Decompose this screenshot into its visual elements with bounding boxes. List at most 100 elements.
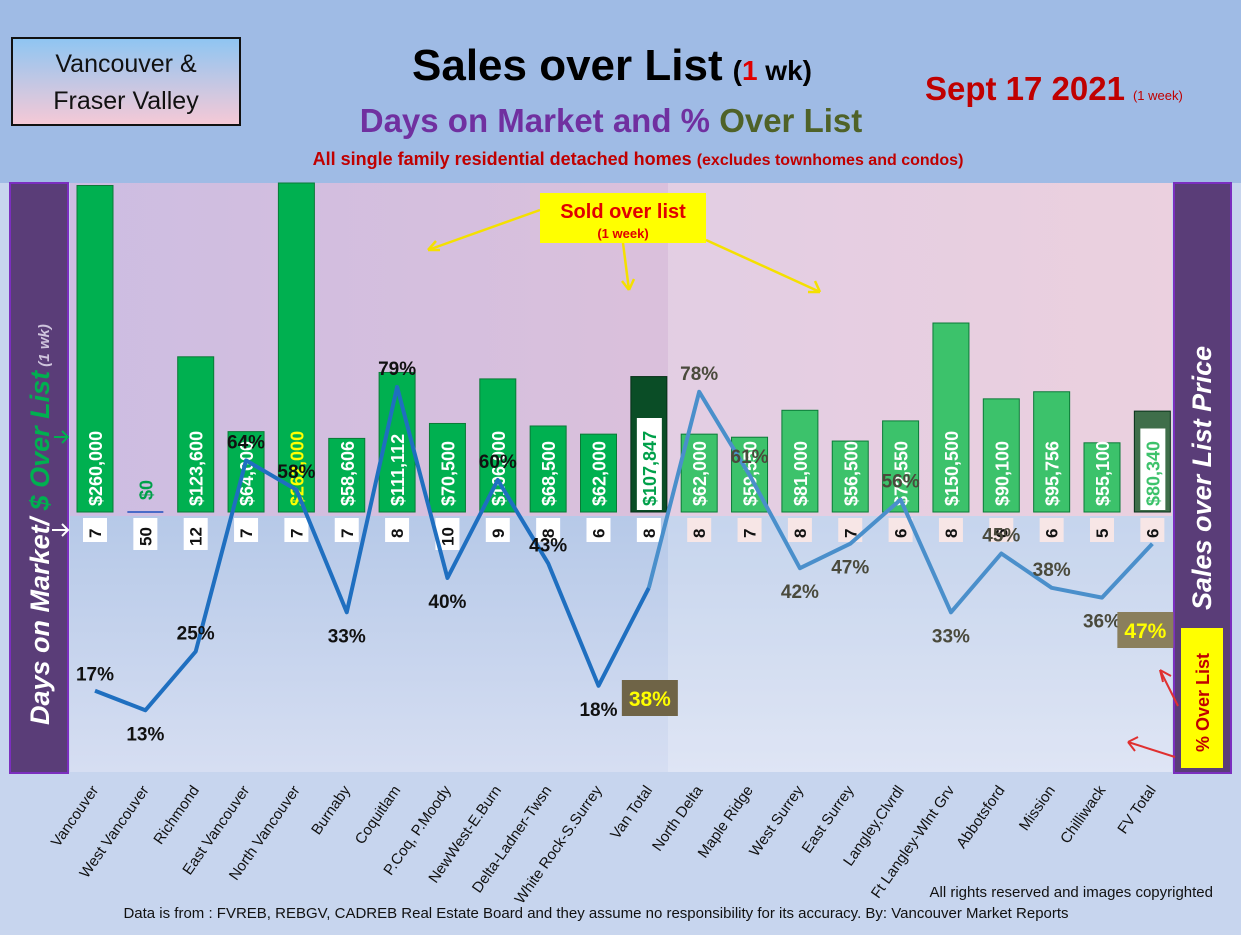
pct-label: 25% bbox=[177, 624, 215, 645]
dom-value: 8 bbox=[388, 529, 407, 538]
pct-label: 36% bbox=[1083, 612, 1121, 633]
bars-group: $260,000 $0 $123,600 $64,000 $262,000 $58,606… bbox=[76, 182, 1171, 513]
bar-value-label: $80,340 bbox=[1143, 441, 1163, 506]
dom-value: 7 bbox=[741, 529, 760, 538]
pct-label: 58% bbox=[277, 462, 315, 483]
dom-value: 8 bbox=[539, 529, 558, 538]
dom-value: 5 bbox=[1093, 529, 1112, 538]
bar-value-label: $68,500 bbox=[539, 441, 559, 506]
dollar-pointer-icon bbox=[54, 430, 70, 444]
bar bbox=[680, 433, 718, 513]
pct-total-label: 38% bbox=[629, 688, 671, 711]
pct-arrowhead-2 bbox=[1127, 736, 1139, 752]
pct-label: 79% bbox=[378, 359, 416, 380]
dom-value: 7 bbox=[287, 529, 306, 538]
dom-box bbox=[83, 518, 107, 542]
bar bbox=[781, 409, 819, 513]
dom-value: 7 bbox=[338, 529, 357, 538]
dom-box bbox=[636, 518, 661, 542]
bar-value-label: $62,000 bbox=[590, 441, 610, 506]
pct-line-fraser-valley bbox=[646, 389, 1154, 615]
bar bbox=[580, 433, 617, 513]
main-title: Sales over List (1 wk) bbox=[412, 41, 812, 90]
bar bbox=[277, 182, 315, 513]
dom-value: 6 bbox=[590, 529, 609, 538]
bar-value-label: $150,500 bbox=[942, 431, 962, 506]
bar-label-highlight bbox=[636, 418, 662, 510]
left-axis-title: Days on Market/ $ Over List (1 wk) bbox=[25, 324, 55, 725]
pct-label: 56% bbox=[882, 472, 920, 493]
dom-box bbox=[787, 518, 812, 542]
bar-value-label: $123,600 bbox=[187, 431, 207, 506]
dom-box bbox=[938, 518, 963, 542]
dom-value: 9 bbox=[489, 529, 508, 538]
bar-value-label: $70,500 bbox=[438, 441, 458, 506]
bar bbox=[1033, 391, 1071, 513]
pct-arrow-2 bbox=[1127, 741, 1176, 758]
pct-label: 61% bbox=[731, 447, 769, 468]
dom-value: 8 bbox=[791, 529, 810, 538]
pct-total-badge bbox=[621, 680, 678, 716]
dom-box bbox=[586, 518, 611, 542]
pct-legend-text: % Over List bbox=[1193, 653, 1213, 752]
subtitle: Days on Market and % Over List bbox=[360, 102, 863, 139]
dom-value: 8 bbox=[690, 529, 709, 538]
dom-box bbox=[737, 518, 762, 542]
bar-value-label: $58,606 bbox=[338, 441, 358, 506]
bar bbox=[932, 322, 970, 513]
dom-value: 50 bbox=[136, 527, 155, 546]
bar-value-label: $260,000 bbox=[86, 431, 106, 506]
bar-value-label: $95,756 bbox=[1043, 441, 1063, 506]
dom-box bbox=[1039, 518, 1064, 542]
bar bbox=[428, 422, 466, 513]
bar bbox=[177, 356, 215, 513]
bar-value-label: $111,112 bbox=[388, 434, 408, 506]
bar-value-label: $64,000 bbox=[237, 441, 257, 506]
bar-value-label: $81,000 bbox=[791, 441, 811, 506]
pct-line-vancouver bbox=[94, 384, 651, 713]
pct-label: 45% bbox=[982, 526, 1020, 547]
dom-box bbox=[485, 518, 510, 542]
dom-box bbox=[234, 518, 259, 542]
dom-value: 12 bbox=[187, 527, 206, 546]
dom-box bbox=[334, 518, 359, 542]
dom-box bbox=[385, 518, 410, 542]
pct-total-label: 47% bbox=[1124, 620, 1166, 643]
dom-value: 7 bbox=[86, 529, 105, 538]
region-line-2: Fraser Valley bbox=[53, 87, 199, 115]
bar bbox=[882, 420, 920, 513]
bar bbox=[529, 425, 567, 513]
callout-arrow-left bbox=[427, 208, 541, 252]
pct-label: 64% bbox=[227, 432, 265, 453]
callout-arrow-down bbox=[621, 242, 631, 291]
pct-label: 33% bbox=[932, 626, 970, 647]
left-axis-panel bbox=[9, 182, 69, 774]
scope-note: All single family residential detached h… bbox=[313, 149, 964, 169]
region-line-1: Vancouver & bbox=[55, 50, 197, 78]
dom-box bbox=[1090, 518, 1114, 542]
dom-value: 6 bbox=[992, 529, 1011, 538]
bar bbox=[328, 437, 366, 513]
pct-label: 47% bbox=[831, 558, 869, 579]
dom-box bbox=[1140, 518, 1165, 542]
region-box bbox=[11, 37, 241, 126]
callout-arrowhead-down bbox=[621, 278, 636, 291]
dom-value: 6 bbox=[892, 529, 911, 538]
dom-value: 8 bbox=[640, 529, 659, 538]
dom-value: 6 bbox=[1043, 529, 1062, 538]
pct-label: 17% bbox=[76, 665, 114, 686]
callout-arrowhead-left bbox=[427, 240, 440, 252]
bar-label-highlight bbox=[1140, 428, 1166, 510]
dom-value: 10 bbox=[438, 527, 457, 546]
bar-value-label: $90,100 bbox=[992, 441, 1012, 506]
rights-note: All rights reserved and images copyright… bbox=[930, 884, 1213, 901]
pct-label: 18% bbox=[579, 700, 617, 721]
right-axis-title: Sales over List Price bbox=[1187, 346, 1217, 610]
pct-arrowhead-1 bbox=[1159, 669, 1172, 683]
bar-value-label: $0 bbox=[136, 480, 156, 500]
dom-value: 6 bbox=[1143, 529, 1162, 538]
pct-label: 33% bbox=[328, 626, 366, 647]
days-on-market-group: 7 50 12 7 7 7 8 10 9 8 6 8 8 7 8 7 6 8 6 6 5 6 bbox=[83, 518, 1165, 550]
